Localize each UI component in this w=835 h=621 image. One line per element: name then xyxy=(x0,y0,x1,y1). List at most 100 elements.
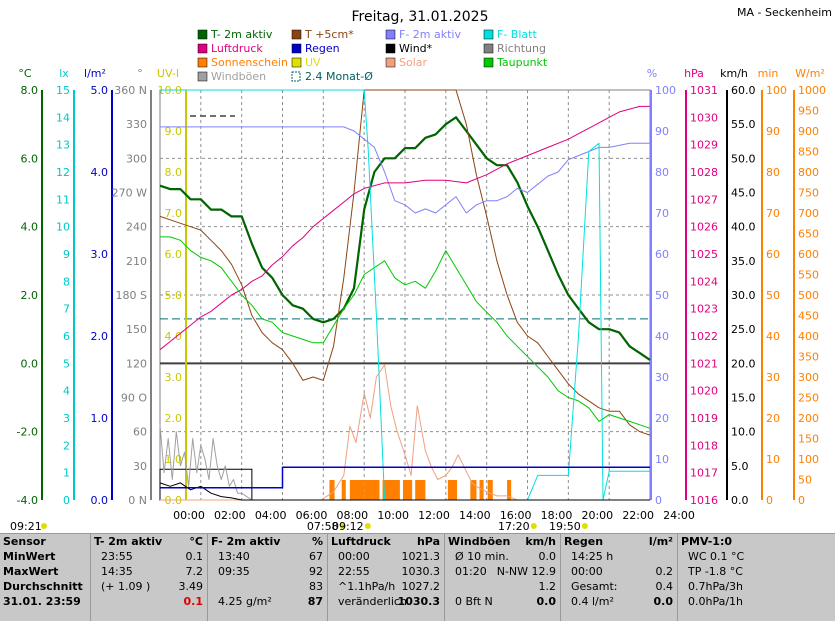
legend-swatch xyxy=(483,43,494,54)
footer-row: 23:55 0.1 xyxy=(94,549,207,564)
footer-row: 01:20 N-NW 12.9 xyxy=(448,564,560,579)
sunshine-bar xyxy=(341,480,346,500)
solar-tick-label: 50 xyxy=(798,474,812,487)
footer-value: 67 xyxy=(309,550,323,563)
lux-tick-label: 6 xyxy=(63,330,70,343)
press-tick-label: 1031 xyxy=(690,84,718,97)
footer-row: 09:35 92 xyxy=(211,564,327,579)
x-tick-label: 24:00 xyxy=(663,509,695,522)
sunmin-tick-label: 20 xyxy=(766,412,780,425)
footer-value: 3.49 xyxy=(178,580,204,593)
sunmin-tick-label: 10 xyxy=(766,453,780,466)
footer-header: Windböen km/h xyxy=(448,535,556,548)
sunshine-bar xyxy=(364,480,380,500)
solar-tick-label: 450 xyxy=(798,310,819,323)
legend-swatch xyxy=(291,71,301,82)
wind-tick-label: 0.0 xyxy=(731,494,749,507)
rain-tick-label: 5.0 xyxy=(91,84,109,97)
sunshine-bar xyxy=(382,480,400,500)
temp-tick-label: -2.0 xyxy=(17,426,38,439)
footer-row: ^1.1hPa/h 1027.2 xyxy=(331,579,444,594)
press-tick-label: 1029 xyxy=(690,139,718,152)
footer-row: 31.01. 23:59 xyxy=(3,595,81,608)
hum-tick-label: 60 xyxy=(655,248,669,261)
hum-tick-label: 30 xyxy=(655,371,669,384)
press-tick-label: 1022 xyxy=(690,330,718,343)
footer-col: Windböen km/h Ø 10 min. 0.0 01:20 N-NW 12.9… xyxy=(444,534,560,621)
footer-value: 87 xyxy=(307,595,323,608)
hum-tick-label: 20 xyxy=(655,412,669,425)
footer-row: Gesamt: 0.4 xyxy=(564,579,677,594)
stats-footer: Sensor MinWert MaxWert Durchschnitt 31.01. 2… xyxy=(0,533,835,621)
sunshine-bar xyxy=(479,480,484,500)
uv-tick-label: 1.0 xyxy=(165,453,183,466)
footer-label: 00:00 xyxy=(331,550,370,563)
press-tick-label: 1016 xyxy=(690,494,718,507)
uv-tick-label: 3.0 xyxy=(165,371,183,384)
legend-label: T- 2m aktiv xyxy=(210,28,273,41)
footer-row: 83 xyxy=(211,579,327,594)
x-axis: 00:00 02:00 04:00 06:00 08:00 10:00 12:00 14:00… xyxy=(10,509,695,533)
x-tick-label: 10:00 xyxy=(377,509,409,522)
sunshine-bar xyxy=(329,480,335,500)
footer-label: Gesamt: xyxy=(564,580,618,593)
footer-header: Sensor xyxy=(3,535,46,548)
legend-swatch xyxy=(483,29,494,40)
x-tick-label: 14:00 xyxy=(459,509,491,522)
footer-label: 0.4 l/m² xyxy=(564,595,614,608)
time-marker-label: 09:12 xyxy=(332,520,364,533)
footer-value: 1030.3 xyxy=(397,595,440,608)
rain-tick-label: 2.0 xyxy=(91,330,109,343)
sunshine-bar xyxy=(402,480,413,500)
press-tick-label: 1025 xyxy=(690,248,718,261)
series-line-windb-en xyxy=(159,424,650,501)
legend-label: Windböen xyxy=(211,70,266,83)
footer-row: 14:25 h xyxy=(564,549,677,564)
dir-tick-label: 150 xyxy=(126,323,147,336)
footer-col: Luftdruck hPa 00:00 1021.3 22:55 1030.3 ^1.… xyxy=(327,534,444,621)
sunmin-tick-label: 0 xyxy=(766,494,773,507)
temp-unit-label: °C xyxy=(18,67,32,80)
footer-row: 0.1 xyxy=(94,594,207,609)
footer-label: 13:40 xyxy=(211,550,250,563)
footer-header: F- 2m aktiv% xyxy=(211,535,323,548)
lux-tick-label: 14 xyxy=(56,111,70,124)
footer-col: Sensor MinWert MaxWert Durchschnitt 31.01. 2… xyxy=(0,534,90,621)
footer-label: ^1.1hPa/h xyxy=(331,580,396,593)
time-marker-label: 17:20 xyxy=(498,520,530,533)
legend-label: Taupunkt xyxy=(496,56,548,69)
footer-value: 1030.3 xyxy=(401,565,441,578)
wind-tick-label: 35.0 xyxy=(731,255,756,268)
lux-tick-label: 11 xyxy=(56,193,70,206)
series-line-wind- xyxy=(159,482,650,501)
footer-row: 14:35 7.2 xyxy=(94,564,207,579)
x-tick-label: 04:00 xyxy=(255,509,287,522)
legend-label: Sonnenschein xyxy=(211,56,288,69)
wind-tick-label: 40.0 xyxy=(731,221,756,234)
press-tick-label: 1026 xyxy=(690,221,718,234)
dir-tick-label: 180 S xyxy=(116,289,147,302)
footer-label xyxy=(94,595,101,608)
footer-value: 0.2 xyxy=(655,565,674,578)
footer-value: 0.0 xyxy=(538,550,557,563)
press-tick-label: 1024 xyxy=(690,275,718,288)
legend-swatch xyxy=(197,43,208,54)
sunmin-tick-label: 60 xyxy=(766,248,780,261)
hum-tick-label: 100 xyxy=(655,84,676,97)
dir-tick-label: 300 xyxy=(126,152,147,165)
series-line-regen xyxy=(160,466,650,489)
footer-row: 0.0hPa/1h xyxy=(681,595,744,608)
series-line-luftdruck xyxy=(159,105,650,351)
dir-tick-label: 210 xyxy=(126,255,147,268)
footer-value: 0.1 xyxy=(185,550,204,563)
sun-marker-icon xyxy=(41,523,47,529)
dir-tick-label: 240 xyxy=(126,221,147,234)
footer-value: 0.4 xyxy=(655,580,674,593)
dir-unit-label: ° xyxy=(137,67,143,80)
footer-label: 4.25 g/m² xyxy=(211,595,272,608)
solar-tick-label: 500 xyxy=(798,289,819,302)
hum-tick-label: 40 xyxy=(655,330,669,343)
lux-tick-label: 5 xyxy=(63,357,70,370)
press-tick-label: 1030 xyxy=(690,111,718,124)
footer-value: 1021.3 xyxy=(401,550,441,563)
